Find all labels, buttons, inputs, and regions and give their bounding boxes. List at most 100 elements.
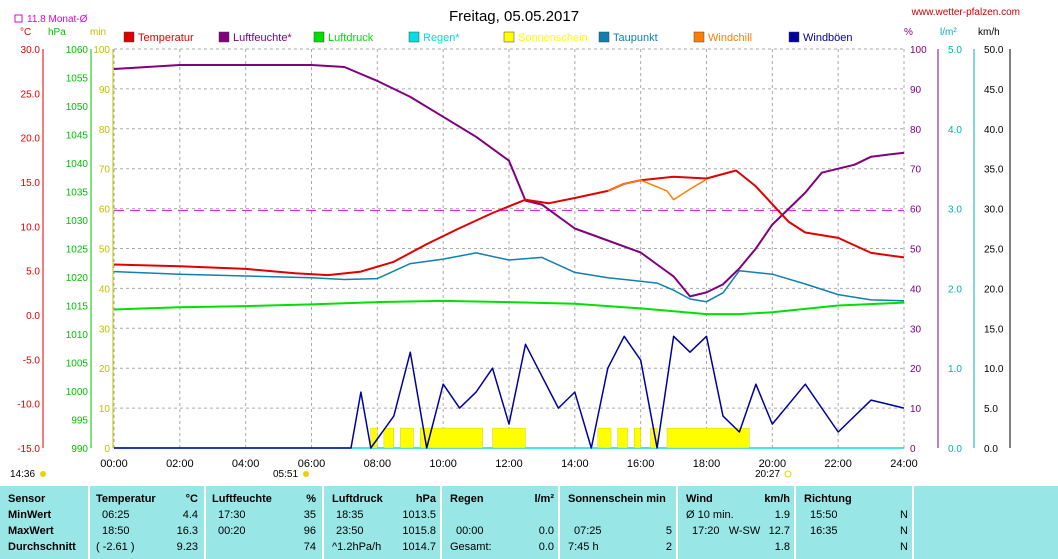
header-sun: Sonnenschein min xyxy=(568,493,666,505)
temp-avg-change: ( -2.61 ) xyxy=(96,541,135,553)
col-rain: Regen l/m² 00:00 0.0 Gesamt: 0.0 xyxy=(440,486,560,559)
x-tick-label: 20:00 xyxy=(759,458,787,470)
legend-label: Sonnenschein xyxy=(518,32,588,44)
temp-avg-val: 9.23 xyxy=(176,541,198,553)
website-link[interactable]: www.wetter-pfalzen.com xyxy=(911,7,1020,18)
unit-pressure: hPa xyxy=(48,27,66,38)
weather-chart: 30.0 25.0 20.0 15.0 10.0 5.0 0.0 -5.0 -10.0 -15.0… xyxy=(10,7,1020,480)
header-wind-unit: km/h xyxy=(764,493,790,505)
unit-temp: °C xyxy=(20,27,31,38)
percent-tick-label: 10 xyxy=(910,404,922,415)
legend-label: Luftdruck xyxy=(328,32,374,44)
legend-label: Windböen xyxy=(803,32,853,44)
col-direction: Richtung 15:50 N 16:35 N N xyxy=(794,486,914,559)
sun-total-hours: 7:45 h xyxy=(568,541,599,553)
col-sunshine: Sonnenschein min 07:25 5 7:45 h 2 xyxy=(558,486,678,559)
pressure-tick-label: 1010 xyxy=(66,330,89,341)
sun-max-time: 07:25 xyxy=(574,525,602,537)
x-tick-label: 08:00 xyxy=(364,458,392,470)
sunset-icon xyxy=(784,470,792,478)
month-avg-label: 11.8 Monat-Ø xyxy=(27,14,88,25)
temp-max-val: 16.3 xyxy=(176,525,198,537)
temp-tick-label: 10.0 xyxy=(21,222,41,233)
sunshine-bar xyxy=(666,427,750,449)
sun-tick-label: 60 xyxy=(99,205,111,216)
row-label-max: MaxWert xyxy=(8,525,54,537)
sunshine-bar xyxy=(370,427,378,449)
wind-tick-label: 40.0 xyxy=(984,125,1004,136)
wind-tick-label: 20.0 xyxy=(984,284,1004,295)
temp-tick-label: 15.0 xyxy=(21,178,41,189)
percent-tick-label: 30 xyxy=(910,324,922,335)
hum-min-val: 35 xyxy=(303,509,316,521)
press-trend: ^1.2hPa/h xyxy=(332,541,382,553)
sunrise-marker: 05:51 xyxy=(273,469,309,480)
rain-tick-label: 0.0 xyxy=(948,444,962,455)
temp-tick-label: 0.0 xyxy=(26,311,40,322)
header-temp: Temperatur xyxy=(96,493,156,505)
sun-tick-label: 0 xyxy=(104,444,110,455)
header-rain-unit: l/m² xyxy=(534,493,554,505)
press-max-val: 1015.8 xyxy=(402,525,436,537)
wind-tick-label: 10.0 xyxy=(984,364,1004,375)
percent-tick-label: 40 xyxy=(910,284,922,295)
x-tick-label: 04:00 xyxy=(232,458,260,470)
legend-swatch xyxy=(788,31,800,43)
dir-min-val: N xyxy=(900,509,908,521)
legend-swatch xyxy=(408,31,420,43)
x-tick-label: 22:00 xyxy=(824,458,852,470)
legend-label: Windchill xyxy=(708,32,752,44)
unit-wind: km/h xyxy=(978,27,1000,38)
sunset-marker: 20:27 xyxy=(755,469,792,480)
left-axes: 30.0 25.0 20.0 15.0 10.0 5.0 0.0 -5.0 -10.0 -15.0… xyxy=(17,45,110,455)
legend-swatch xyxy=(313,31,325,43)
percent-tick-label: 90 xyxy=(910,85,922,96)
x-tick-label: 02:00 xyxy=(166,458,194,470)
percent-tick-label: 50 xyxy=(910,245,922,256)
row-label-min: MinWert xyxy=(8,509,52,521)
temp-tick-label: -15.0 xyxy=(17,444,40,455)
x-tick-label: 10:00 xyxy=(429,458,457,470)
sun-tick-label: 90 xyxy=(99,85,111,96)
header-dir: Richtung xyxy=(804,493,852,505)
header-temp-unit: °C xyxy=(185,493,198,505)
sun-tick-label: 80 xyxy=(99,125,111,136)
series-line-windben xyxy=(114,335,905,449)
sun-max-val: 5 xyxy=(665,525,672,537)
wind-tick-label: 45.0 xyxy=(984,85,1004,96)
header-hum-unit: % xyxy=(306,493,316,505)
sun-icon xyxy=(40,471,46,477)
sunshine-bar xyxy=(400,427,414,449)
sunrise-left-time: 14:36 xyxy=(10,469,35,480)
rain-tick-label: 2.0 xyxy=(948,284,962,295)
summary-table: Sensor MinWert MaxWert Durchschnitt Temp… xyxy=(0,486,1058,559)
sun-tick-label: 70 xyxy=(99,165,111,176)
col-sensor: Sensor MinWert MaxWert Durchschnitt xyxy=(0,486,88,559)
wind-tick-label: 25.0 xyxy=(984,245,1004,256)
sun-tick-label: 30 xyxy=(99,324,111,335)
pressure-tick-label: 1030 xyxy=(66,216,89,227)
header-rain: Regen xyxy=(450,493,484,505)
temp-tick-label: -10.0 xyxy=(17,400,40,411)
dir-max-time: 16:35 xyxy=(810,525,838,537)
header-press: Luftdruck xyxy=(332,493,383,505)
wind-avg-val: 1.8 xyxy=(774,541,790,553)
pressure-tick-label: 1045 xyxy=(66,131,89,142)
col-pressure: Luftdruck hPa 18:35 1013.5 23:50 1015.8 … xyxy=(322,486,442,559)
rain-tick-label: 4.0 xyxy=(948,125,962,136)
temp-min-val: 4.4 xyxy=(182,509,198,521)
legend-swatch xyxy=(123,31,135,43)
pressure-tick-label: 1000 xyxy=(66,387,89,398)
wind-tick-label: 0.0 xyxy=(984,444,998,455)
press-avg-val: 1014.7 xyxy=(402,541,436,553)
legend-swatch xyxy=(598,31,610,43)
sunshine-bar xyxy=(383,427,394,449)
wind-tick-label: 15.0 xyxy=(984,324,1004,335)
series-line-luftfeuchte xyxy=(113,64,905,298)
month-avg-icon xyxy=(14,14,23,23)
header-wind: Wind xyxy=(686,493,713,505)
grid xyxy=(42,48,1011,449)
series-line-taupunkt xyxy=(113,252,905,303)
plot-area xyxy=(113,64,905,449)
sun-tick-label: 10 xyxy=(99,404,111,415)
